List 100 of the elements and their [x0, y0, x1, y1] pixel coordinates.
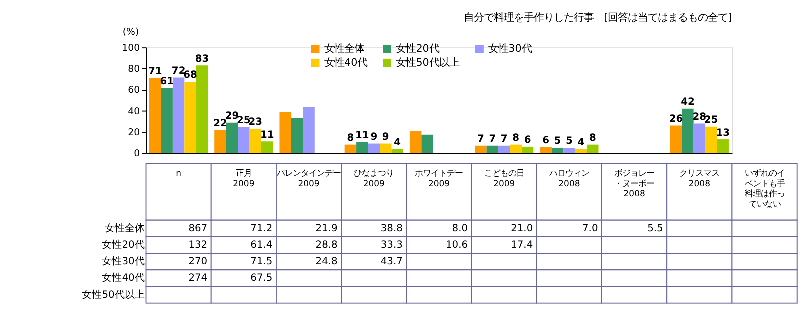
data-label: 270	[188, 256, 208, 268]
legend-label: 女性50代以上	[396, 57, 460, 69]
bar	[356, 142, 368, 154]
data-label: 8	[512, 133, 520, 144]
y-tick-label: 20	[128, 127, 140, 138]
bar	[575, 149, 588, 154]
data-label: 24.8	[316, 256, 338, 268]
bar	[291, 118, 304, 154]
bar	[552, 148, 564, 154]
legend-label: 女性30代	[488, 43, 532, 56]
data-label: 25	[704, 115, 718, 126]
data-label: 8.0	[452, 223, 468, 234]
bar	[280, 112, 292, 154]
x-tick-label: いずれのイベントも手料理は作っていない	[744, 168, 785, 210]
data-label: 7	[477, 134, 484, 146]
data-label: 867	[188, 223, 208, 234]
bar	[380, 144, 392, 154]
y-tick-label: 100	[122, 42, 140, 54]
bar	[226, 122, 238, 154]
y-tick-label: 女性40代	[102, 272, 145, 284]
y-axis-title: (%)	[122, 26, 140, 38]
y-tick-label: 女性30代	[102, 256, 145, 268]
data-label: 21.9	[316, 223, 338, 234]
data-label: 11	[260, 130, 274, 141]
x-tick-label: こどもの日 2009	[484, 168, 524, 190]
data-label: 38.8	[380, 223, 403, 234]
bar	[150, 78, 162, 154]
data-label: 21.0	[511, 223, 534, 234]
chart-title: 自分で料理を手作りした行事 [回答は当てはまるもの全て]	[464, 12, 732, 24]
y-tick-label: 女性全体	[104, 222, 145, 234]
data-label: 17.4	[511, 240, 534, 252]
bar	[510, 144, 522, 154]
legend-label: 女性40代	[324, 57, 368, 69]
x-tick-label: クリスマス 2008	[680, 168, 720, 190]
bar	[214, 130, 226, 154]
data-label: 23	[248, 117, 263, 128]
y-tick-label: 60	[128, 85, 140, 96]
bar	[540, 147, 552, 154]
x-tick-label: バレンタインデー 2009	[276, 168, 342, 190]
data-label: 4	[578, 137, 585, 148]
bar	[184, 82, 196, 154]
data-label: 83	[195, 54, 210, 65]
bar	[694, 124, 706, 154]
y-tick-label: 女性50代以上	[82, 288, 145, 301]
data-label: 10.6	[446, 240, 468, 252]
bar	[522, 146, 534, 154]
data-label: 7.0	[582, 223, 598, 234]
data-label: 67.5	[250, 273, 273, 284]
x-tick-label: ハロウィン 2008	[548, 168, 590, 190]
bar	[238, 127, 250, 154]
y-tick-label: 女性20代	[102, 239, 145, 252]
bar	[486, 146, 498, 154]
data-label: 274	[188, 273, 208, 284]
bar	[196, 66, 208, 154]
bar	[682, 108, 694, 154]
bar	[161, 88, 173, 154]
x-tick-label: n	[176, 168, 182, 179]
data-label: 5	[554, 136, 562, 148]
bar	[587, 144, 599, 154]
bar	[303, 107, 315, 154]
data-label: 42	[681, 97, 695, 108]
data-label: 71.5	[250, 256, 273, 268]
x-tick-label: 正月 2009	[233, 168, 255, 190]
bar	[392, 149, 404, 154]
bar	[498, 146, 510, 154]
data-label: 6	[524, 135, 532, 146]
data-label: 13	[716, 128, 730, 139]
bar	[670, 126, 682, 154]
data-label: 61.4	[250, 240, 273, 252]
bar	[410, 131, 422, 154]
bar	[344, 144, 357, 154]
y-tick-label: 40	[128, 106, 140, 118]
data-label: 7	[489, 134, 496, 146]
data-label: 132	[188, 240, 208, 252]
data-label: 6	[542, 136, 550, 147]
y-tick-label: 80	[128, 64, 140, 76]
data-label: 11	[356, 130, 370, 142]
data-label: 9	[382, 132, 390, 143]
data-label: 28.8	[316, 240, 338, 252]
bar	[250, 128, 262, 154]
legend-label: 女性全体	[324, 43, 364, 56]
x-tick-label: ひなまつり 2009	[354, 168, 394, 190]
data-label: 5	[566, 136, 574, 148]
data-label: 33.3	[380, 240, 403, 252]
bar	[368, 144, 380, 154]
data-label: 8	[347, 133, 354, 144]
bar	[564, 148, 576, 154]
data-label: 4	[394, 137, 402, 148]
data-label: 43.7	[380, 256, 403, 268]
data-label: 22	[214, 118, 228, 130]
data-label: 5.5	[648, 223, 664, 234]
data-label: 8	[589, 133, 596, 144]
data-label: 71	[148, 66, 162, 78]
bar	[172, 78, 185, 154]
bar	[717, 140, 729, 154]
data-label: 25	[237, 115, 251, 126]
bar	[475, 146, 487, 154]
bar	[262, 142, 274, 154]
x-tick-label: ホワイトデー 2009	[415, 168, 464, 190]
data-label: 71.2	[250, 223, 273, 234]
